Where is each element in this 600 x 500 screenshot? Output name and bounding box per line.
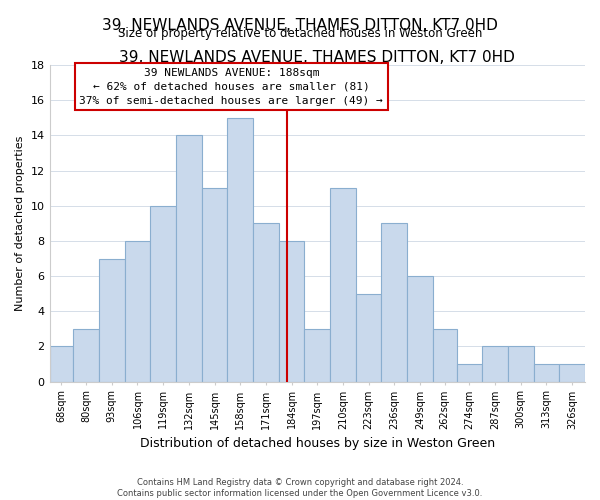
Bar	[559, 364, 585, 382]
Bar	[73, 329, 99, 382]
Bar	[304, 329, 330, 382]
Bar	[279, 241, 304, 382]
Bar	[227, 118, 253, 382]
Bar	[533, 364, 559, 382]
Bar	[482, 346, 508, 382]
X-axis label: Distribution of detached houses by size in Weston Green: Distribution of detached houses by size …	[140, 437, 495, 450]
Bar	[253, 224, 279, 382]
Title: 39, NEWLANDS AVENUE, THAMES DITTON, KT7 0HD: 39, NEWLANDS AVENUE, THAMES DITTON, KT7 …	[119, 50, 515, 65]
Bar	[151, 206, 176, 382]
Bar	[457, 364, 482, 382]
Text: 39 NEWLANDS AVENUE: 188sqm
← 62% of detached houses are smaller (81)
37% of semi: 39 NEWLANDS AVENUE: 188sqm ← 62% of deta…	[79, 68, 383, 106]
Bar	[125, 241, 151, 382]
Bar	[407, 276, 433, 382]
Bar	[508, 346, 533, 382]
Bar	[356, 294, 382, 382]
Bar	[99, 258, 125, 382]
Bar	[202, 188, 227, 382]
Bar	[382, 224, 407, 382]
Text: 39, NEWLANDS AVENUE, THAMES DITTON, KT7 0HD: 39, NEWLANDS AVENUE, THAMES DITTON, KT7 …	[102, 18, 498, 32]
Bar	[176, 136, 202, 382]
Bar	[330, 188, 356, 382]
Y-axis label: Number of detached properties: Number of detached properties	[15, 136, 25, 311]
Text: Size of property relative to detached houses in Weston Green: Size of property relative to detached ho…	[118, 28, 482, 40]
Text: Contains HM Land Registry data © Crown copyright and database right 2024.
Contai: Contains HM Land Registry data © Crown c…	[118, 478, 482, 498]
Bar	[433, 329, 457, 382]
Bar	[50, 346, 73, 382]
